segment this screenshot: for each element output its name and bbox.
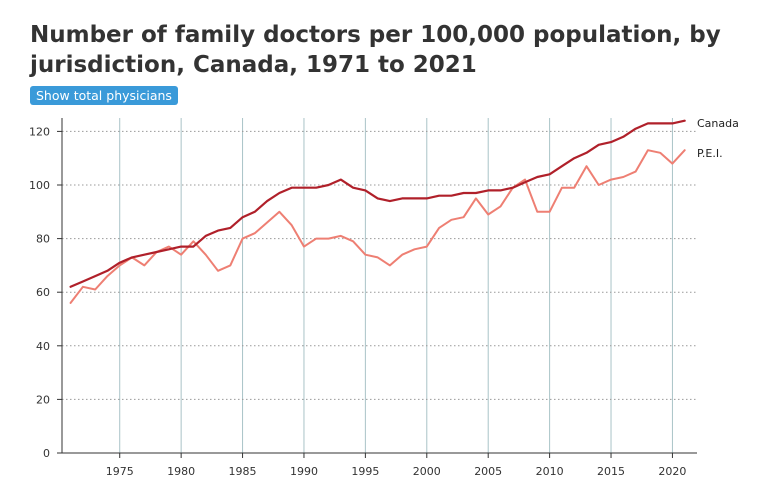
y-tick-label: 20 [36,393,50,406]
grid-layer [62,118,697,453]
label-layer: Canada P.E.I. [697,117,739,160]
y-tick-label: 120 [29,125,50,138]
x-tick-label: 1980 [167,465,195,478]
axis-layer: 1975 1980 1985 1990 1995 2000 2005 2010 2015 2020… [29,118,697,478]
chart-title: Number of family doctors per 100,000 pop… [30,22,721,78]
series-label-pei: P.E.I. [697,147,723,160]
y-tick-label: 40 [36,340,50,353]
x-tick-label: 2015 [597,465,625,478]
y-tick-label: 80 [36,233,50,246]
y-tick-label: 60 [36,286,50,299]
series-line-pei [69,149,686,304]
series-label-canada: Canada [697,117,739,130]
x-tick-label: 2020 [658,465,686,478]
x-tick-label: 1995 [351,465,379,478]
x-tick-label: 1985 [229,465,257,478]
x-tick-label: 2000 [413,465,441,478]
show-total-physicians-button[interactable]: Show total physicians [30,86,178,105]
x-tick-label: 1975 [106,465,134,478]
x-tick-label: 2010 [536,465,564,478]
y-tick-label: 0 [43,447,50,460]
x-tick-label: 1990 [290,465,318,478]
x-tick-label: 2005 [474,465,502,478]
series-layer [69,119,686,304]
series-line-canada [69,119,686,288]
y-tick-label: 100 [29,179,50,192]
